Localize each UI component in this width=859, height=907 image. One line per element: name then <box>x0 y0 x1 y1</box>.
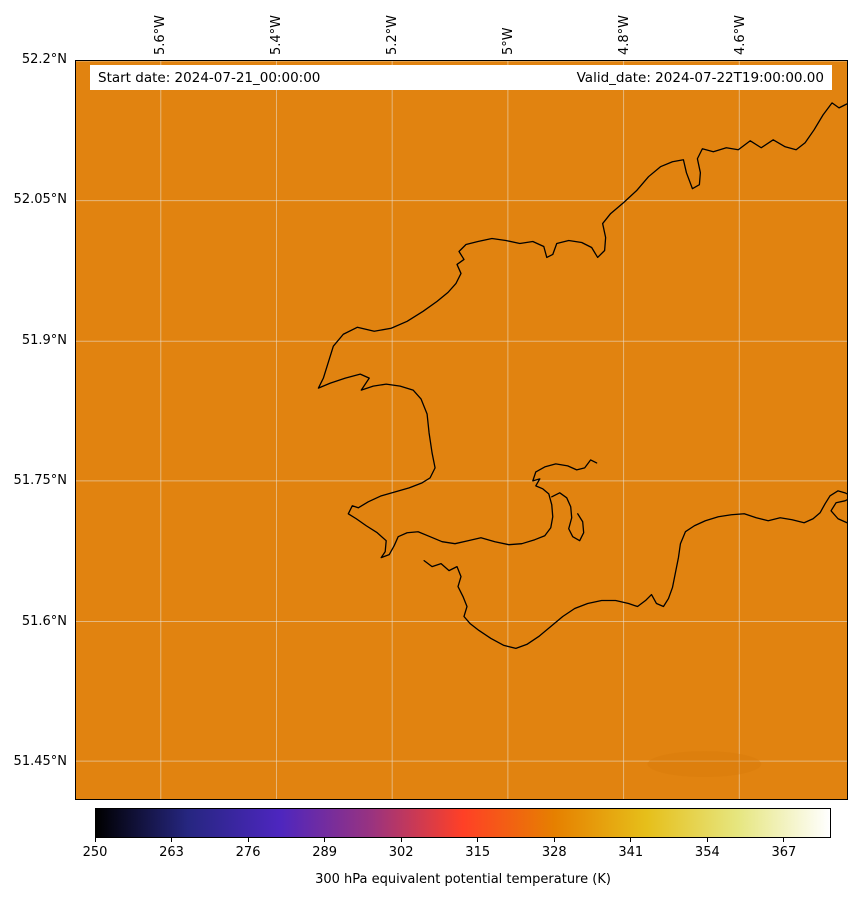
coastline <box>830 499 847 524</box>
colorbar-tick <box>553 838 555 842</box>
map-canvas <box>76 61 847 799</box>
y-tick-label: 51.9°N <box>21 333 67 348</box>
x-tick-label: 5°W <box>501 27 516 55</box>
colorbar-tick-label: 276 <box>235 845 261 860</box>
valid-date-text: Valid_date: 2024-07-22T19:00:00.00 <box>576 69 824 86</box>
y-tick-label: 51.45°N <box>13 754 67 769</box>
colorbar-tick-label: 315 <box>465 845 491 860</box>
colorbar-tick <box>94 838 96 842</box>
colorbar-tick-label: 328 <box>541 845 567 860</box>
colorbar-tick <box>171 838 173 842</box>
colorbar-tick-label: 250 <box>82 845 108 860</box>
x-tick-label: 5.6°W <box>153 14 168 55</box>
contour-patch <box>647 751 762 778</box>
x-tick-label: 5.2°W <box>385 14 400 55</box>
colorbar-tick-label: 367 <box>771 845 797 860</box>
colorbar-gradient <box>95 808 831 838</box>
x-tick-label: 4.6°W <box>733 14 748 55</box>
colorbar-tick-label: 302 <box>388 845 414 860</box>
colorbar-tick-label: 263 <box>159 845 184 860</box>
colorbar-tick <box>477 838 479 842</box>
colorbar-tick <box>706 838 708 842</box>
start-date-text: Start date: 2024-07-21_00:00:00 <box>98 69 321 86</box>
y-tick-label: 52.05°N <box>13 192 67 207</box>
x-tick-label: 4.8°W <box>617 14 632 55</box>
y-tick-label: 51.75°N <box>13 473 67 488</box>
y-tick-label: 51.6°N <box>21 614 67 629</box>
colorbar-ticks: 250 263 276 289 302 315 328 341 354 367 <box>83 808 831 900</box>
colorbar: 250 263 276 289 302 315 328 341 354 367 300 hPa e… <box>83 808 831 900</box>
colorbar-tick <box>324 838 326 842</box>
coastline <box>423 490 847 650</box>
x-tick-label: 5.4°W <box>269 14 284 55</box>
colorbar-tick <box>783 838 785 842</box>
colorbar-tick <box>247 838 249 842</box>
coastline <box>317 102 847 559</box>
map-plot: Start date: 2024-07-21_00:00:00 Valid_da… <box>75 60 848 800</box>
colorbar-tick-label: 354 <box>694 845 720 860</box>
colorbar-tick <box>630 838 632 842</box>
coastline <box>551 492 585 542</box>
colorbar-tick-label: 341 <box>618 845 644 860</box>
colorbar-label: 300 hPa equivalent potential temperature… <box>315 872 611 887</box>
colorbar-tick <box>400 838 402 842</box>
y-tick-label: 52.2°N <box>21 52 67 67</box>
annotation-bar: Start date: 2024-07-21_00:00:00 Valid_da… <box>90 65 832 90</box>
colorbar-tick-label: 289 <box>312 845 338 860</box>
